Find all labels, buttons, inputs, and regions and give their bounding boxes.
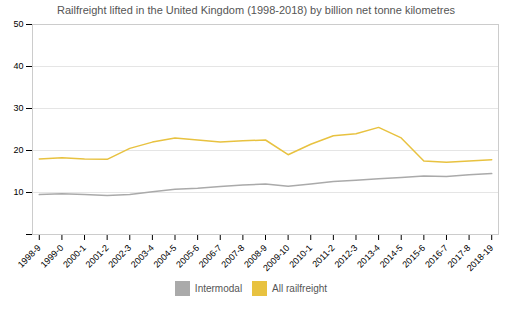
svg-text:2001-2: 2001-2 <box>84 243 111 270</box>
svg-text:2009-10: 2009-10 <box>261 243 291 272</box>
html-text:Intermodal: Intermodal <box>194 283 243 294</box>
svg-text:2006-7: 2006-7 <box>197 243 224 270</box>
svg-text:40: 40 <box>13 61 23 71</box>
html-text:All railfreight: All railfreight <box>272 283 328 294</box>
svg-text:2010-1: 2010-1 <box>287 243 314 270</box>
svg-text:30: 30 <box>13 103 23 113</box>
svg-text:2008-9: 2008-9 <box>242 242 269 270</box>
svg-text:2004-5: 2004-5 <box>152 243 179 270</box>
svg-text:2014-5: 2014-5 <box>378 243 405 270</box>
svg-text:2000-1: 2000-1 <box>61 243 88 270</box>
html-text:Railfreight lifted in the Unit: Railfreight lifted in the United Kingdom… <box>57 4 455 16</box>
svg-text:2018-19: 2018-19 <box>465 243 495 272</box>
svg-text:20: 20 <box>13 145 23 155</box>
svg-text:2017-8: 2017-8 <box>445 242 473 270</box>
svg-text:2013-4: 2013-4 <box>355 243 382 270</box>
svg-text:1999-0: 1999-0 <box>38 243 65 270</box>
svg-text:2002-3: 2002-3 <box>106 243 133 270</box>
svg-text:2016-7: 2016-7 <box>423 243 450 270</box>
svg-text:50: 50 <box>13 19 23 29</box>
svg-text:2012-3: 2012-3 <box>333 243 360 270</box>
svg-text:2011-2: 2011-2 <box>310 243 336 269</box>
svg-text:10: 10 <box>13 187 23 197</box>
svg-text:2005-6: 2005-6 <box>174 243 201 270</box>
svg-text:2003-4: 2003-4 <box>129 243 156 270</box>
svg-text:1998-9: 1998-9 <box>16 243 43 270</box>
svg-text:2007-8: 2007-8 <box>219 243 246 270</box>
svg-text:2015-6: 2015-6 <box>400 243 427 270</box>
